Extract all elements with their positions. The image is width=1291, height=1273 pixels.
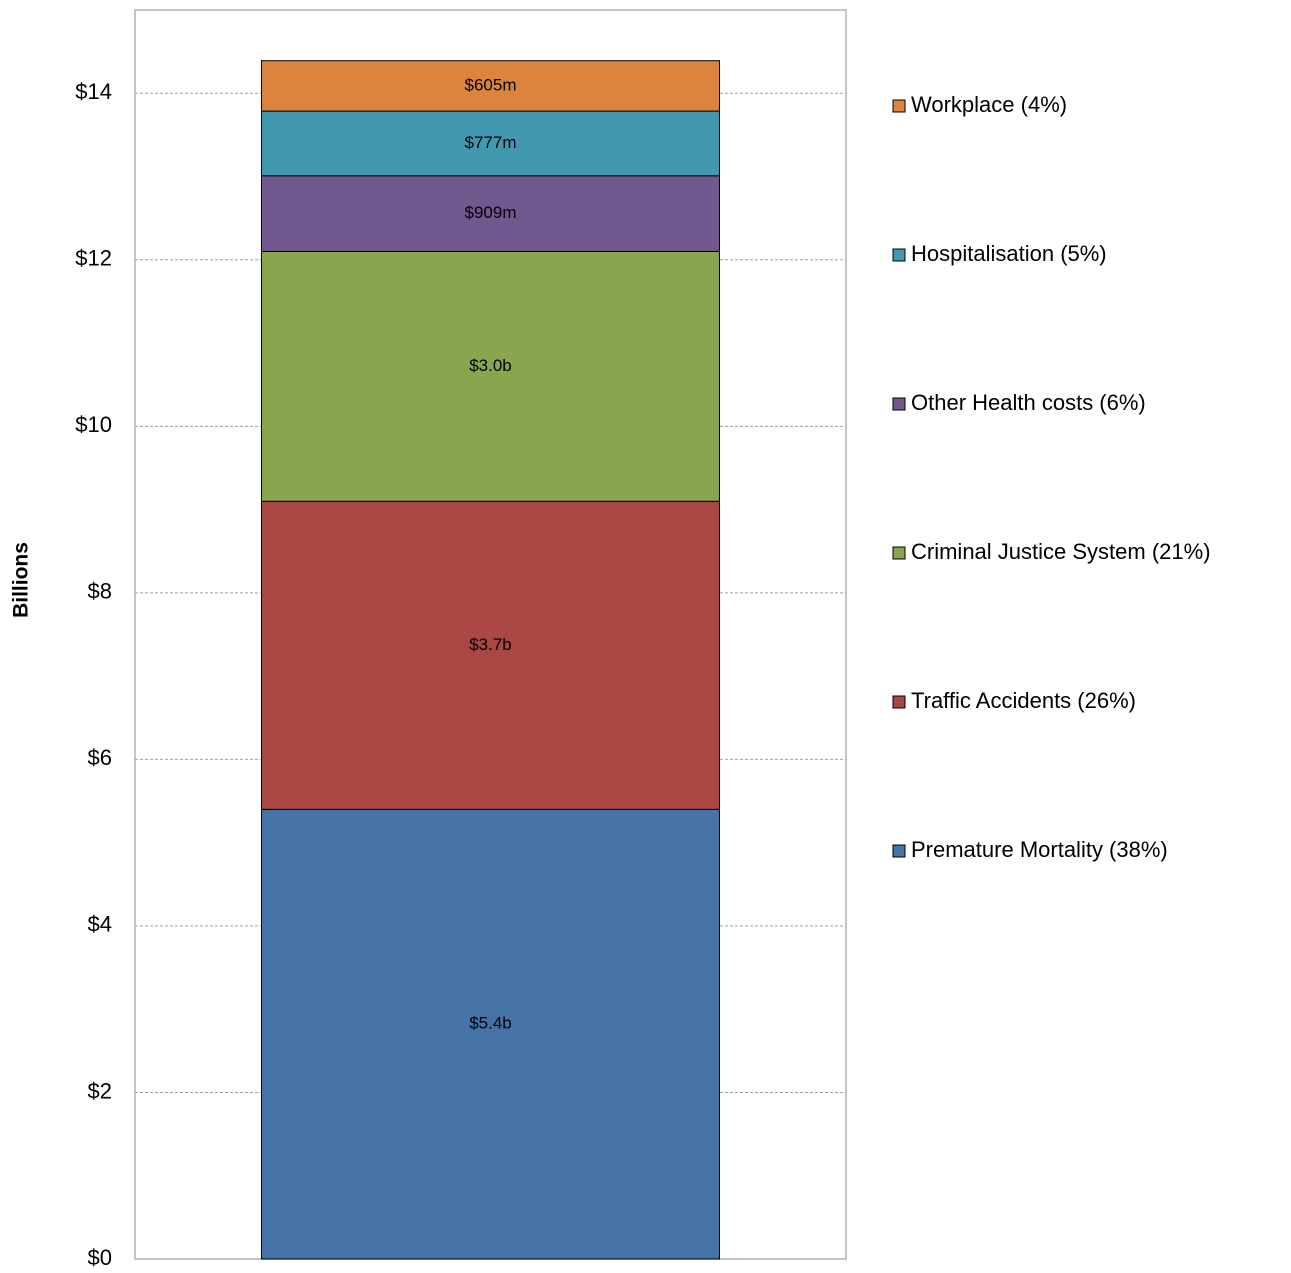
data-label: $777m [465, 133, 517, 152]
bar-segment [261, 808, 720, 1260]
data-label: $5.4b [469, 1014, 512, 1033]
y-tick-label: $14 [75, 79, 112, 104]
legend-swatch [892, 695, 906, 709]
y-tick-label: $4 [88, 912, 112, 937]
bar-segment [261, 500, 720, 810]
data-label: $3.7b [469, 635, 512, 654]
legend-swatch [892, 248, 906, 262]
legend-swatch [892, 99, 906, 113]
y-tick-label: $8 [88, 579, 112, 604]
bar-segment [261, 250, 720, 502]
y-tick-label: $12 [75, 246, 112, 271]
y-axis-label: Billions [10, 542, 33, 618]
y-tick-label: $10 [75, 412, 112, 437]
y-tick-label: $2 [88, 1078, 112, 1103]
legend-label: Workplace (4%) [911, 92, 1067, 117]
bar-segment [261, 110, 720, 177]
legend-label: Criminal Justice System (21%) [911, 539, 1211, 564]
bar-segment [261, 60, 720, 112]
legend-label: Premature Mortality (38%) [911, 837, 1168, 862]
data-label: $3.0b [469, 356, 512, 375]
legend-label: Hospitalisation (5%) [911, 241, 1107, 266]
legend-label: Other Health costs (6%) [911, 390, 1146, 415]
y-tick-label: $6 [88, 745, 112, 770]
y-tick-label: $0 [88, 1245, 112, 1270]
legend-swatch [892, 397, 906, 411]
data-label: $909m [465, 203, 517, 222]
legend-swatch [892, 844, 906, 858]
legend-swatch [892, 546, 906, 560]
legend-label: Traffic Accidents (26%) [911, 688, 1136, 713]
data-label: $605m [465, 75, 517, 94]
bar-segment [261, 175, 720, 252]
